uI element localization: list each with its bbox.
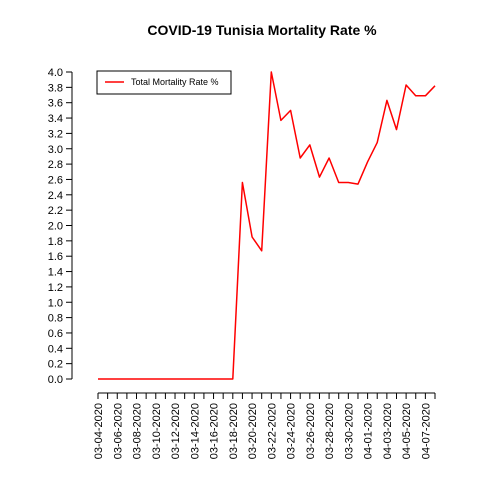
x-tick-label: 04-07-2020	[420, 403, 432, 459]
legend-box	[96, 70, 232, 95]
y-tick-label: 4.0	[48, 67, 63, 79]
x-tick-label: 03-12-2020	[170, 403, 182, 459]
legend: Total Mortality Rate %	[96, 70, 232, 95]
y-tick-label: 3.6	[48, 98, 63, 110]
x-tick-label: 03-30-2020	[343, 403, 355, 459]
x-tick-label: 03-04-2020	[93, 403, 105, 459]
x-tick-label: 04-01-2020	[363, 403, 375, 459]
y-tick-label: 2.6	[48, 174, 63, 186]
y-tick-label: 0.8	[48, 313, 63, 325]
x-tick-label: 03-22-2020	[266, 403, 278, 459]
y-tick-label: 1.2	[48, 282, 63, 294]
y-tick-label: 2.0	[48, 221, 63, 233]
x-tick-label: 03-14-2020	[189, 403, 201, 459]
series-line	[98, 71, 436, 380]
legend-label: Total Mortality Rate %	[131, 77, 219, 87]
y-tick-label: 1.6	[48, 251, 63, 263]
x-tick-label: 03-26-2020	[305, 403, 317, 459]
x-tick-label: 03-16-2020	[209, 403, 221, 459]
y-tick-label: 1.8	[48, 236, 63, 248]
y-tick-label: 0.2	[48, 359, 63, 371]
y-tick-label: 2.2	[48, 205, 63, 217]
y-tick-label: 1.0	[48, 297, 63, 309]
y-tick-label: 3.8	[48, 82, 63, 94]
y-axis: 0.0 0.2 0.4 0.6 0.8 1.0 1.2 1.4 1.6 1.8 2.0 2.2 2.4 2…	[48, 67, 73, 386]
x-tick-label: 04-05-2020	[401, 403, 413, 459]
x-tick-label: 04-03-2020	[382, 403, 394, 459]
y-tick-label: 3.0	[48, 144, 63, 156]
y-tick-label: 2.8	[48, 159, 63, 171]
x-axis: 03-04-2020 03-06-2020 03-08-2020 03-10-2020…	[93, 392, 436, 459]
y-tick-label: 0.6	[48, 328, 63, 340]
x-tick-label: 03-10-2020	[151, 403, 163, 459]
y-tick-label: 0.4	[48, 343, 63, 355]
x-tick-label: 03-20-2020	[247, 403, 259, 459]
y-tick-label: 3.2	[48, 128, 63, 140]
y-tick-label: 0.0	[48, 374, 63, 386]
x-tick-label: 03-08-2020	[132, 403, 144, 459]
x-tick-label: 03-06-2020	[112, 403, 124, 459]
series-layer	[98, 71, 436, 380]
x-tick-label: 03-24-2020	[286, 403, 298, 459]
y-tick-label: 3.4	[48, 113, 63, 125]
x-tick-label: 03-18-2020	[228, 403, 240, 459]
y-tick-label: 2.4	[48, 190, 63, 202]
chart-title: COVID-19 Tunisia Mortality Rate %	[147, 22, 377, 38]
x-tick-label: 03-28-2020	[324, 403, 336, 459]
y-tick-label: 1.4	[48, 267, 63, 279]
